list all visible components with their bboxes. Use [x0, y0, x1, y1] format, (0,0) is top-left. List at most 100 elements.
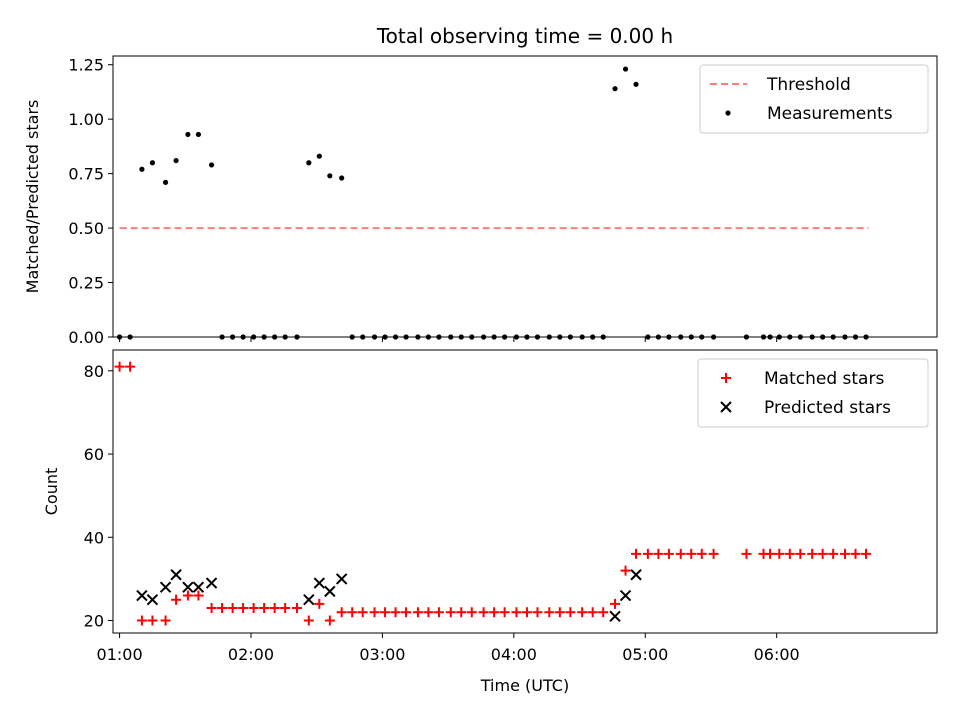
matched-stars-point: [423, 607, 434, 618]
matched-stars-point: [314, 598, 325, 609]
matched-stars-point: [741, 548, 752, 559]
matched-stars-point: [499, 607, 510, 618]
matched-stars-point: [587, 607, 598, 618]
matched-stars-point: [171, 594, 182, 605]
predicted-stars-point: [619, 589, 632, 602]
matched-stars-point: [433, 607, 444, 618]
matched-stars-point: [390, 607, 401, 618]
measurement-point: [173, 157, 179, 164]
matched-stars-point: [774, 548, 785, 559]
predicted-stars-point: [609, 610, 621, 623]
x-axis-label: Time (UTC): [480, 676, 569, 695]
measurement-point: [327, 173, 333, 179]
matched-stars-point: [532, 607, 543, 618]
x-tick-label: 03:00: [359, 645, 405, 664]
matched-stars-point: [147, 615, 158, 626]
matched-stars-point: [412, 607, 423, 618]
matched-stars-point: [478, 607, 489, 618]
y-tick-label: 0.25: [68, 274, 104, 293]
y-tick-label: 20: [84, 612, 104, 631]
matched-stars-point: [445, 607, 456, 618]
predicted-stars-point: [146, 593, 159, 606]
matched-stars-point: [193, 590, 204, 601]
matched-stars-point: [631, 548, 642, 559]
matched-stars-point: [696, 548, 707, 559]
matched-stars-point: [861, 548, 872, 559]
y-tick-label: 0.75: [68, 165, 104, 184]
legend-matched-swatch: [721, 373, 731, 383]
measurement-point: [162, 179, 169, 185]
matched-stars-point: [784, 548, 795, 559]
y-axis-label: Matched/Predicted stars: [23, 100, 42, 294]
measurement-point: [306, 160, 312, 166]
matched-stars-point: [466, 607, 477, 618]
axes-frame: [112, 349, 938, 634]
matched-stars-point: [380, 607, 391, 618]
matched-stars-point: [489, 607, 500, 618]
legend-label: Matched stars: [764, 369, 884, 389]
matched-stars-point: [347, 607, 358, 618]
matched-stars-point: [663, 548, 674, 559]
predicted-stars-point: [192, 581, 205, 593]
measurement-point: [149, 160, 156, 166]
predicted-stars-point: [313, 577, 326, 589]
matched-stars-point: [653, 548, 664, 559]
matched-stars-point: [610, 598, 621, 609]
matched-stars-point: [217, 603, 228, 614]
legend-label: Threshold: [766, 75, 851, 95]
measurement-point: [208, 162, 215, 168]
axes-frame: [112, 55, 938, 338]
predicted-stars-point: [159, 581, 172, 593]
matched-stars-point: [401, 607, 412, 618]
matched-stars-point: [511, 607, 522, 618]
y-tick-label: 60: [84, 445, 104, 464]
matched-stars-point: [136, 615, 147, 626]
y-tick-label: 0.50: [68, 219, 104, 238]
legend-box: [699, 64, 929, 134]
matched-stars-point: [620, 565, 631, 576]
legend-box: [697, 358, 929, 428]
matched-stars-point: [456, 607, 467, 618]
y-tick-label: 80: [84, 362, 104, 381]
predicted-stars-point: [335, 573, 348, 585]
y-tick-label: 0.00: [68, 328, 104, 347]
legend-predicted-swatch: [720, 401, 732, 413]
measurement-point: [316, 153, 322, 159]
matched-stars-point: [708, 548, 719, 559]
matched-stars-point: [336, 607, 347, 618]
y-axis-label: Count: [42, 468, 61, 516]
matched-stars-point: [357, 607, 368, 618]
matched-stars-point: [840, 548, 851, 559]
matched-stars-point: [795, 548, 806, 559]
matched-stars-point: [686, 548, 697, 559]
matched-stars-point: [160, 615, 171, 626]
measurement-point: [622, 66, 629, 72]
matched-stars-point: [544, 607, 555, 618]
matched-stars-point: [765, 548, 776, 559]
matched-stars-point: [521, 607, 532, 618]
x-tick-label: 04:00: [491, 645, 537, 664]
y-tick-label: 1.25: [68, 56, 104, 75]
matched-stars-point: [280, 603, 291, 614]
measurement-point: [139, 166, 145, 172]
measurement-point: [612, 86, 618, 92]
predicted-stars-point: [170, 569, 182, 581]
x-tick-label: 02:00: [228, 645, 274, 664]
matched-stars-point: [206, 603, 217, 614]
chart-title: Total observing time = 0.00 h: [376, 24, 673, 48]
predicted-stars-point: [630, 569, 642, 581]
x-tick-label: 05:00: [622, 645, 668, 664]
legend-measurements-swatch: [725, 110, 731, 116]
measurement-point: [185, 131, 191, 138]
matched-stars-point: [850, 548, 861, 559]
x-tick-label: 06:00: [754, 645, 800, 664]
matched-stars-point: [598, 607, 609, 618]
matched-stars-point: [642, 548, 653, 559]
matched-stars-point: [125, 361, 136, 372]
matched-stars-point: [248, 603, 259, 614]
predicted-stars-point: [182, 581, 194, 593]
matched-stars-point: [565, 607, 576, 618]
matched-stars-point: [369, 607, 380, 618]
predicted-stars-point: [136, 589, 148, 602]
